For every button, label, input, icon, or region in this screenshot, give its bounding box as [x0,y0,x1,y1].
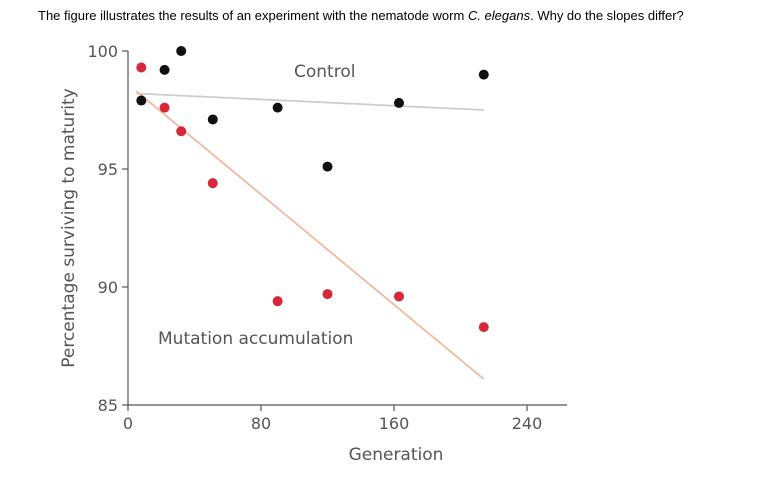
data-point-1 [176,126,187,137]
data-point-0 [272,102,283,113]
data-point-0 [159,64,170,75]
series-label-control: Control [294,62,355,82]
data-point-1 [159,102,170,113]
data-points [136,46,489,333]
data-point-0 [136,95,147,106]
data-point-0 [478,69,489,80]
axes [122,50,567,411]
labels: 85 90 95 100 0 80 160 240 Generation Percentage s… [59,42,542,465]
trend-line-0 [136,92,484,111]
x-tick-label: 240 [512,414,543,433]
question-text: The figure illustrates the results of an… [38,8,684,23]
species-name: C. elegans [467,8,531,23]
data-point-0 [207,114,218,125]
x-tick-label: 0 [123,414,133,433]
y-tick-label: 95 [98,160,118,179]
data-point-1 [322,289,333,300]
trend-lines [135,90,485,380]
data-point-0 [322,161,333,172]
data-point-1 [207,178,218,189]
data-point-1 [478,322,489,333]
x-axis-title: Generation [349,445,444,465]
data-point-1 [272,296,283,307]
question-text-start: The figure illustrates the results of an… [38,8,468,23]
x-tick-label: 80 [251,414,271,433]
x-tick-label: 160 [379,414,410,433]
data-point-0 [176,46,187,56]
y-tick-label: 85 [98,396,118,415]
data-point-0 [393,97,404,108]
y-axis-title: Percentage surviving to maturity [59,88,79,368]
y-tick-label: 90 [98,278,118,297]
series-label-mutation: Mutation accumulation [158,329,353,349]
data-point-1 [393,291,404,302]
trend-line-1 [135,90,485,380]
y-tick-label: 100 [87,42,118,61]
question-text-end: . Why do the slopes differ? [530,8,684,23]
data-point-1 [136,62,147,73]
